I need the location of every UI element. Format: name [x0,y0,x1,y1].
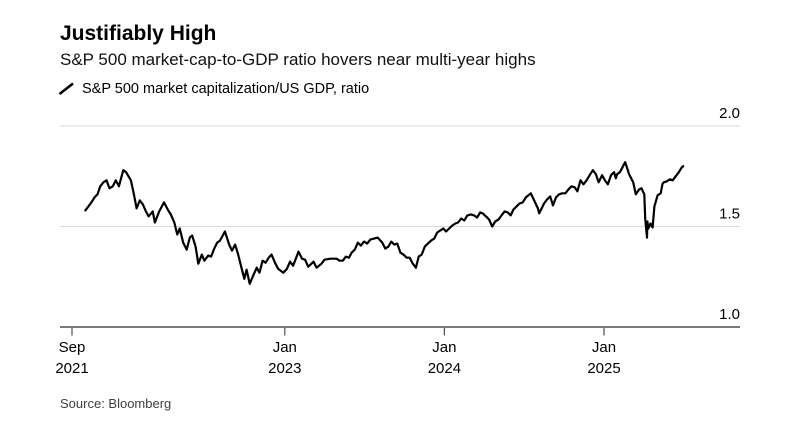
chart-subtitle: S&P 500 market-cap-to-GDP ratio hovers n… [60,50,536,69]
x-axis-label-year: 2021 [55,360,88,377]
y-axis-label: 2.0 [719,105,740,122]
x-axis-label-month: Jan [432,339,456,356]
x-axis-label-year: 2024 [428,360,461,377]
source-note: Source: Bloomberg [60,396,172,411]
x-axis-label-month: Jan [592,339,616,356]
legend-line-swatch-icon [58,82,75,96]
y-axis-label: 1.0 [719,306,740,323]
x-axis-label-year: 2023 [268,360,301,377]
ratio-series-line [84,161,685,285]
x-axis-label-month: Jan [273,339,297,356]
y-axis-label: 1.5 [719,206,740,223]
chart-title: Justifiably High [60,22,217,45]
legend-label: S&P 500 market capitalization/US GDP, ra… [82,81,370,97]
chart-legend: S&P 500 market capitalization/US GDP, ra… [58,81,369,97]
x-axis-label-month: Sep [59,339,86,356]
x-axis-label-year: 2025 [587,360,620,377]
